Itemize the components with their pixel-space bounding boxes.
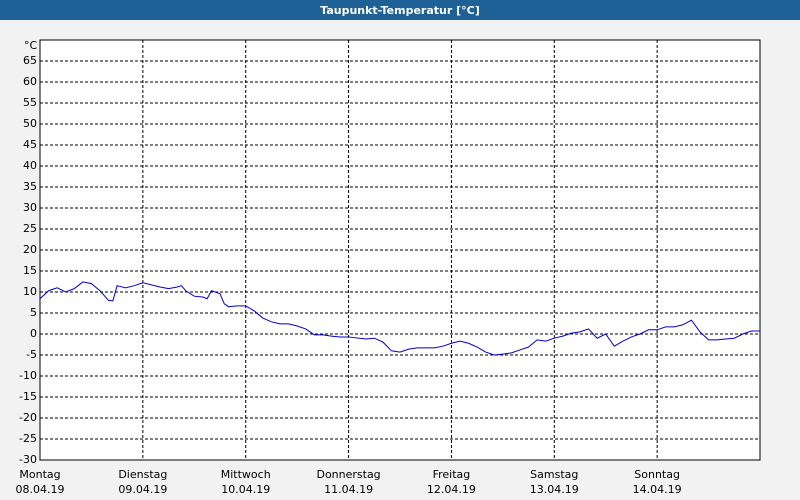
x-tick-date: 12.04.19 <box>427 483 476 496</box>
y-tick-label: 20 <box>23 243 37 256</box>
data-line <box>39 281 760 356</box>
title-bar <box>0 0 800 20</box>
y-tick-label: 60 <box>23 75 37 88</box>
x-tick-date: 09.04.19 <box>118 483 167 496</box>
y-tick-label: -5 <box>26 348 37 361</box>
x-tick-date: 13.04.19 <box>530 483 579 496</box>
y-tick-label: 45 <box>23 138 37 151</box>
y-tick-label: 10 <box>23 285 37 298</box>
y-unit: °C <box>24 39 38 52</box>
y-tick-label: 0 <box>30 327 37 340</box>
plot-border <box>39 39 761 461</box>
x-tick-date: 11.04.19 <box>324 483 373 496</box>
y-tick-label: -25 <box>19 432 37 445</box>
x-tick-date: 10.04.19 <box>221 483 270 496</box>
x-tick-label: Sonntag <box>634 468 680 481</box>
x-tick-label: Dienstag <box>118 468 167 481</box>
y-tick-label: 35 <box>23 180 37 193</box>
chart-title: Taupunkt-Temperatur [°C] <box>320 4 480 17</box>
x-tick-date: 08.04.19 <box>16 483 65 496</box>
y-tick-label: 15 <box>23 264 37 277</box>
y-tick-label: -10 <box>19 369 37 382</box>
y-tick-label: 55 <box>23 96 37 109</box>
y-tick-label: 40 <box>23 159 37 172</box>
x-tick-label: Samstag <box>530 468 578 481</box>
x-tick-label: Mittwoch <box>221 468 271 481</box>
y-tick-label: 50 <box>23 117 37 130</box>
y-tick-label: 65 <box>23 54 37 67</box>
y-tick-label: 30 <box>23 201 37 214</box>
y-tick-label: 5 <box>30 306 37 319</box>
y-tick-label: -30 <box>19 453 37 466</box>
x-tick-label: Montag <box>19 468 60 481</box>
y-tick-label: -20 <box>19 411 37 424</box>
y-tick-label: -15 <box>19 390 37 403</box>
x-tick-date: 14.04.19 <box>633 483 682 496</box>
x-tick-label: Freitag <box>433 468 471 481</box>
x-tick-label: Donnerstag <box>316 468 380 481</box>
y-tick-label: 25 <box>23 222 37 235</box>
